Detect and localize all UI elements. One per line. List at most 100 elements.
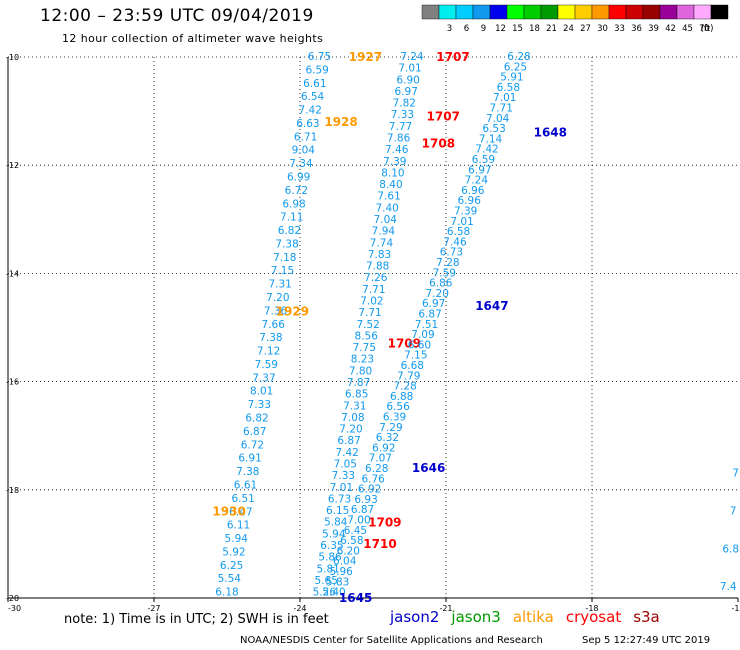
swh-value: 6.53: [482, 123, 505, 135]
swh-value: 7.61: [377, 191, 400, 203]
swh-value: 7.46: [385, 144, 409, 156]
swh-value: 7.74: [370, 237, 394, 249]
swh-value: 7.08: [341, 412, 364, 424]
satellite-legend-jason3: jason3: [451, 608, 501, 626]
swh-value: 6.72: [285, 185, 308, 197]
axes: -30 -27 -24 -21 -18 -15 -10 -12 -14 -16 -18 -20: [6, 53, 740, 613]
swh-value: 7.33: [248, 399, 271, 411]
swh-value: 6.61: [234, 479, 257, 491]
swh-value: 6.56: [386, 401, 410, 413]
swh-value: 5.54: [218, 573, 242, 585]
swh-value: 7.82: [393, 98, 416, 110]
color-scale-swatch: [540, 4, 559, 20]
swh-value: 6.87: [351, 504, 374, 516]
swh-value: 6.68: [401, 360, 424, 372]
swh-value: 7.87: [347, 377, 370, 389]
swh-value: 6.97: [422, 298, 445, 310]
swh-value: 5.92: [222, 546, 245, 558]
x-tick-label: -21: [439, 604, 452, 613]
swh-value: 7.94: [372, 226, 396, 238]
x-tick-label: -27: [147, 604, 160, 613]
color-scale-swatch: [523, 4, 542, 20]
color-scale-label: 9: [481, 24, 486, 34]
swh-value: 7.86: [387, 133, 411, 145]
swh-value: 7.80: [349, 365, 372, 377]
color-scale-swatch: [591, 4, 610, 20]
swh-value: 6.97: [468, 164, 491, 176]
swh-value: 7.11: [280, 212, 303, 224]
swh-value: 6.93: [354, 494, 377, 506]
swh-value: 5.94: [225, 533, 249, 545]
color-scale-label: 21: [546, 24, 557, 34]
swh-value: 7.52: [356, 319, 379, 331]
swh-value: 7.51: [415, 319, 438, 331]
satellite-legend: jason2 jason3 altika cryosat s3a: [390, 608, 672, 626]
time-label: 1645: [339, 591, 372, 605]
swh-value: 7.75: [353, 342, 376, 354]
swh-value: 6.91: [238, 453, 261, 465]
swh-value: 6.58: [340, 535, 363, 547]
swh-value: 9.04: [292, 145, 316, 157]
x-tick-label: -15: [731, 604, 740, 613]
y-tick-label: -12: [6, 161, 19, 170]
satellite-legend-cryosat: cryosat: [565, 608, 622, 626]
swh-value: 6.39: [383, 411, 406, 423]
color-scale-unit: (ft): [701, 24, 714, 34]
swh-value: 7.28: [436, 257, 459, 269]
swh-value: 6.11: [227, 520, 250, 532]
swh-value: 7.39: [383, 156, 406, 168]
x-tick-label: -18: [585, 604, 598, 613]
swh-value: 7.29: [379, 422, 402, 434]
swh-value: 7.40: [375, 202, 398, 214]
time-label: 1928: [324, 115, 357, 129]
swh-value: 6.90: [396, 74, 419, 86]
color-scale-swatch: [625, 4, 644, 20]
swh-value: 6.63: [296, 118, 319, 130]
x-tick-label: -30: [8, 604, 21, 613]
swh-value: 6.28: [365, 463, 388, 475]
color-scale-swatch: [676, 4, 695, 20]
swh-value: 7.24: [400, 51, 424, 63]
footer-credit: NOAA/NESDIS Center for Satellite Applica…: [240, 635, 543, 646]
color-scale-swatch: [642, 4, 661, 20]
swh-value: 6.58: [497, 82, 520, 94]
swh-value: 7.59: [433, 267, 456, 279]
swh-value: 6.20: [337, 545, 360, 557]
time-label: 1927: [349, 50, 382, 64]
swh-value: 7.04: [486, 113, 510, 125]
swh-value: 5.65: [315, 575, 338, 587]
swh-value: 7.01: [330, 482, 353, 494]
swh-value: 7: [730, 505, 737, 517]
swh-value: 7.01: [450, 216, 473, 228]
color-scale-label: 33: [614, 24, 625, 34]
swh-value: 5.83: [326, 576, 349, 588]
swh-value: 6.15: [326, 505, 349, 517]
swh-value: 7.38: [275, 238, 298, 250]
swh-value: 6.82: [278, 225, 301, 237]
swh-value: 6.28: [507, 51, 530, 63]
color-scale-label: 30: [597, 24, 608, 34]
time-label: 1646: [412, 461, 445, 475]
swh-value: 6.04: [333, 556, 357, 568]
swh-value: 6.18: [215, 587, 238, 599]
swh-value: 6.73: [328, 493, 351, 505]
swh-value: 7.42: [299, 105, 322, 117]
swh-value: 6.59: [305, 64, 328, 76]
page-subtitle: 12 hour collection of altimeter wave hei…: [62, 32, 324, 45]
footer-note: note: 1) Time is in UTC; 2) SWH is in fe…: [64, 612, 329, 627]
y-tick-label: -14: [6, 269, 19, 278]
footer-timestamp: Sep 5 12:27:49 UTC 2019: [582, 635, 711, 646]
swh-value: 5.84: [324, 517, 348, 529]
swh-value: 7.46: [443, 236, 467, 248]
swh-value: 7.20: [426, 288, 449, 300]
color-scale-swatch: [710, 4, 729, 20]
swh-value: 6.75: [308, 51, 331, 63]
swh-value: 8.56: [355, 330, 379, 342]
color-scale-swatch: [574, 4, 593, 20]
swh-value: 7.77: [389, 121, 412, 133]
satellite-legend-altika: altika: [512, 608, 554, 626]
swh-value: 6.54: [301, 91, 325, 103]
swh-value: 5.81: [316, 563, 339, 575]
time-label: 1707: [427, 110, 460, 124]
